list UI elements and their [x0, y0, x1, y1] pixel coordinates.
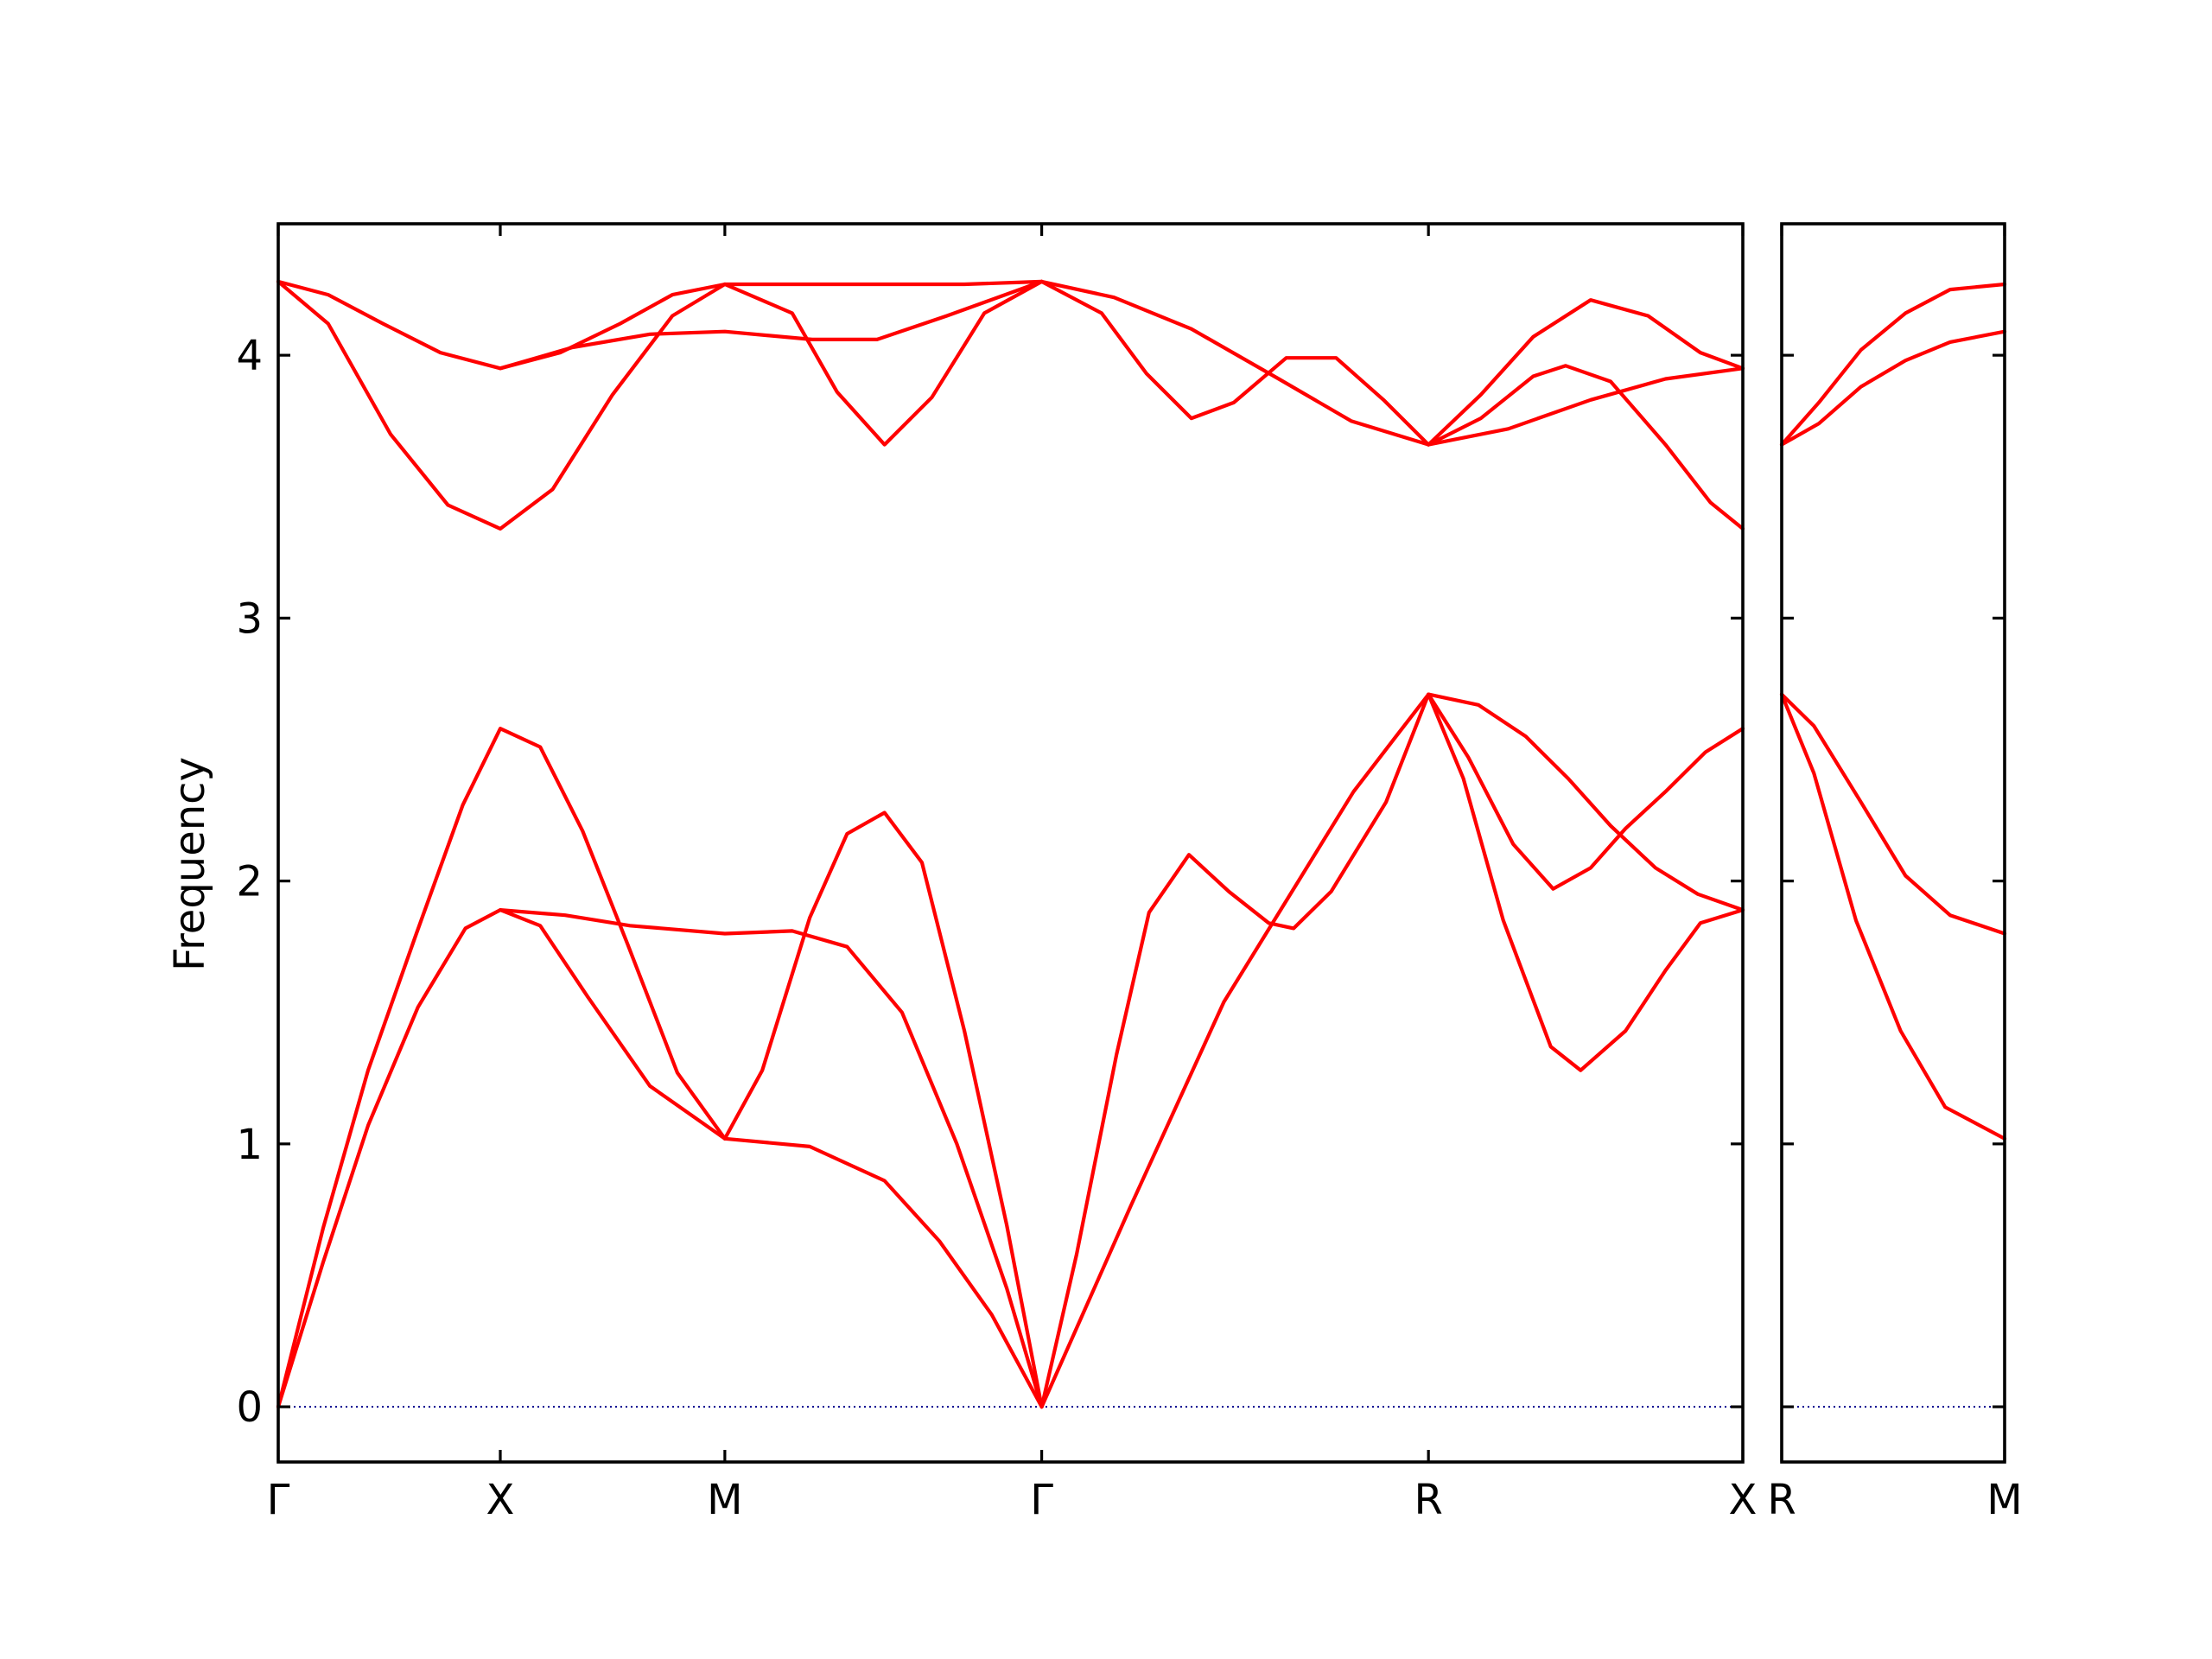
band-line-4 — [722, 279, 1044, 287]
x-tick-label: R — [1414, 1476, 1442, 1524]
band-line-7 — [1039, 279, 1745, 447]
axes-frame — [1780, 222, 2006, 1464]
band-line-3 — [1779, 692, 2007, 936]
x-tick-label: X — [486, 1476, 515, 1524]
axes-frame — [276, 222, 1745, 1464]
main-path-panel: 0 1 2 3 4 Γ X M Γ R X — [236, 222, 1758, 1524]
y-tick-label: 3 — [236, 594, 263, 643]
band-line-2 — [1779, 329, 2007, 447]
band-line-5 — [722, 279, 1044, 447]
band-line-6 — [1039, 279, 1745, 447]
band-line-12 — [722, 810, 1044, 1409]
x-tick-label: Γ — [1030, 1476, 1053, 1524]
y-axis-label: Frequency — [166, 757, 214, 971]
band-line-1 — [1779, 282, 2007, 447]
y-tick-label: 1 — [236, 1121, 263, 1169]
band-line-11 — [498, 908, 1044, 1409]
band-line-18 — [1427, 692, 1745, 1072]
band-line-10 — [276, 908, 727, 1409]
band-line-2 — [276, 279, 727, 531]
band-line-17 — [1427, 692, 1745, 891]
x-tick-label: M — [707, 1476, 742, 1524]
y-tick-label: 0 — [236, 1383, 263, 1432]
y-tick-label: 2 — [236, 858, 263, 906]
band-line-16 — [1427, 692, 1745, 912]
x-tick-label: X — [1729, 1476, 1758, 1524]
band-line-4 — [1779, 692, 2007, 1141]
x-tick-label: M — [1986, 1476, 2022, 1524]
band-line-14 — [1039, 692, 1431, 1409]
band-line-3 — [498, 279, 1044, 371]
band-line-15 — [1039, 692, 1431, 1409]
band-line-8 — [1427, 364, 1745, 531]
x-tick-label: R — [1767, 1476, 1796, 1524]
band-line-13 — [722, 1136, 1044, 1409]
x-tick-label: Γ — [267, 1476, 290, 1524]
band-line-9 — [276, 727, 727, 1409]
y-tick-label: 4 — [236, 332, 263, 380]
